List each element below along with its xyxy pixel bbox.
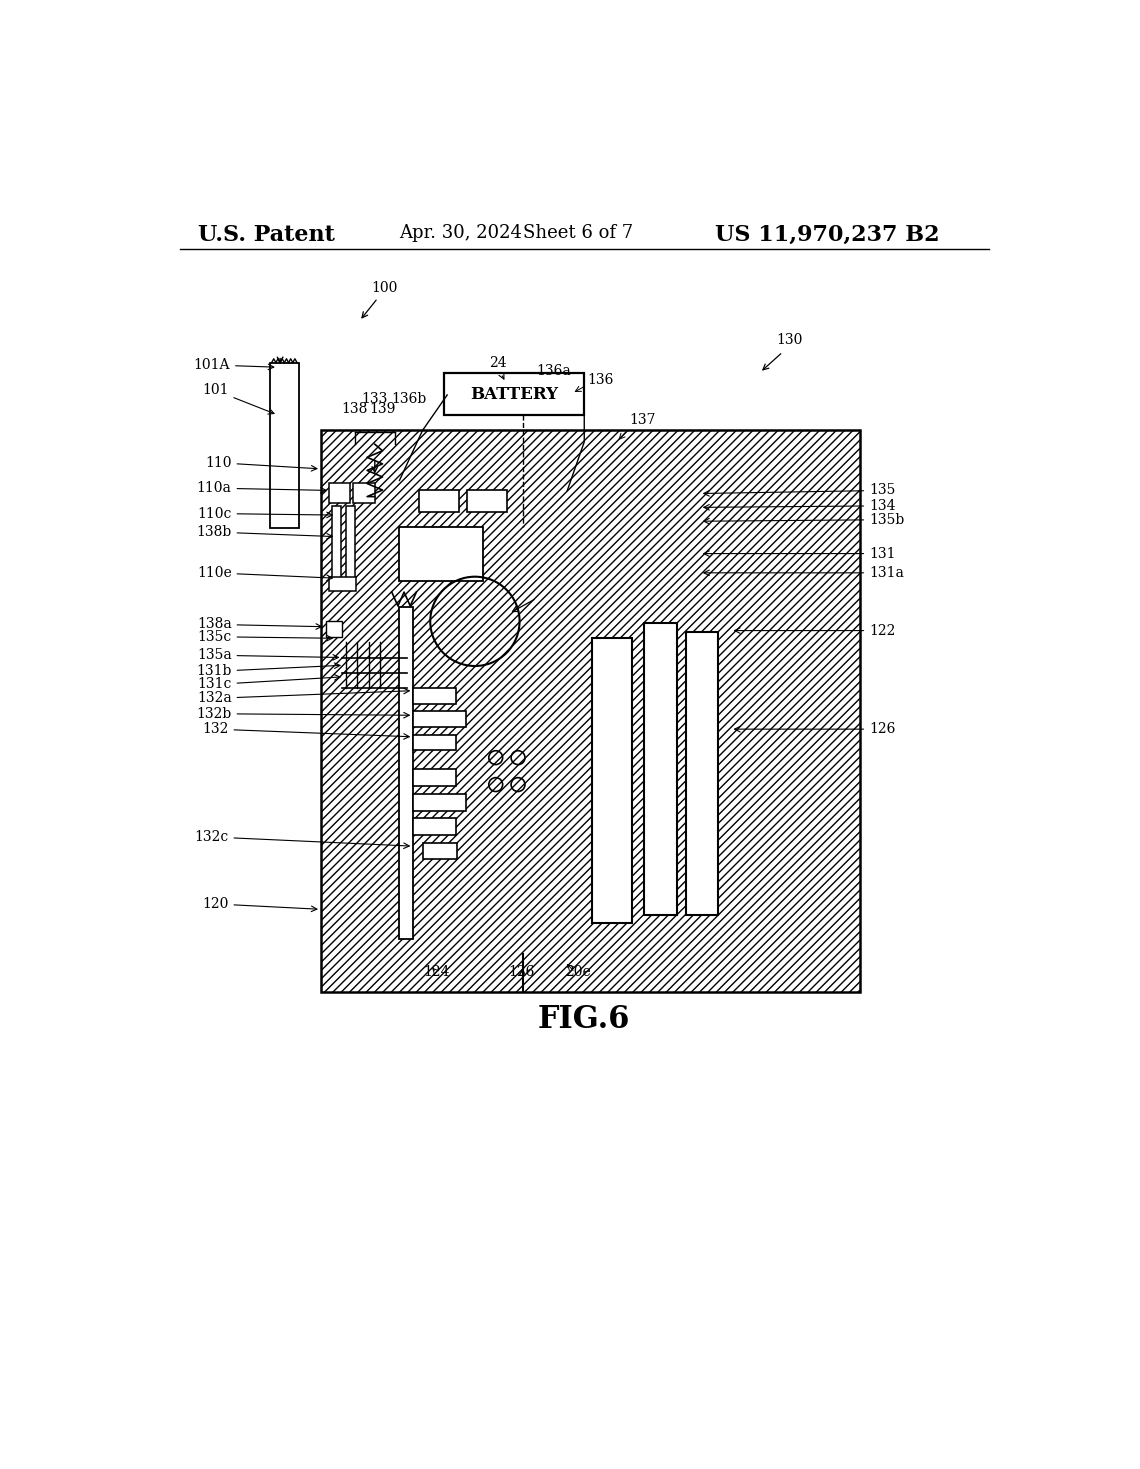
Bar [467, 491, 507, 513]
Text: 139: 139 [369, 403, 396, 416]
Bar [270, 363, 300, 529]
Text: 132b: 132b [196, 707, 409, 721]
Text: 132c: 132c [194, 830, 409, 849]
Bar [326, 621, 342, 636]
Text: Apr. 30, 2024: Apr. 30, 2024 [399, 223, 522, 242]
Bar [686, 632, 718, 915]
Bar [414, 818, 456, 836]
Text: FIG.6: FIG.6 [538, 1003, 630, 1036]
Text: 20e: 20e [565, 965, 591, 978]
Text: 137: 137 [629, 413, 656, 427]
Text: 110a: 110a [197, 482, 326, 495]
Bar [418, 491, 458, 513]
Text: 138: 138 [342, 403, 368, 416]
Text: Sheet 6 of 7: Sheet 6 of 7 [522, 223, 633, 242]
Bar [399, 526, 482, 580]
Bar [414, 734, 456, 751]
Text: 122: 122 [734, 623, 896, 638]
Text: U.S. Patent: U.S. Patent [197, 223, 334, 245]
Bar [399, 608, 414, 939]
Bar [321, 430, 860, 993]
Text: 110: 110 [205, 455, 317, 472]
Bar [328, 577, 356, 591]
Text: 136b: 136b [391, 392, 426, 405]
Text: 101A: 101A [194, 358, 274, 372]
Text: US 11,970,237 B2: US 11,970,237 B2 [715, 223, 939, 245]
Bar [445, 373, 584, 414]
Text: 126: 126 [734, 723, 896, 736]
Text: 131b: 131b [196, 663, 340, 679]
Bar [414, 689, 456, 704]
Bar [353, 483, 375, 502]
Text: 130: 130 [776, 333, 803, 347]
Text: 100: 100 [370, 281, 397, 295]
Text: 110e: 110e [197, 566, 332, 580]
Text: 110c: 110c [197, 507, 332, 520]
Text: 131: 131 [703, 546, 896, 561]
Text: 24: 24 [489, 357, 507, 370]
Text: 138b: 138b [196, 524, 332, 539]
Bar [592, 638, 632, 923]
Bar [644, 623, 677, 915]
Text: 126: 126 [508, 965, 535, 978]
Bar [332, 505, 341, 579]
Text: 135: 135 [703, 483, 896, 498]
Text: 133: 133 [361, 392, 388, 405]
Text: BATTERY: BATTERY [470, 386, 559, 403]
Bar [328, 483, 350, 502]
Text: 131a: 131a [703, 566, 904, 580]
Text: 132a: 132a [197, 689, 409, 705]
Text: 120: 120 [202, 898, 317, 912]
Bar [345, 505, 355, 579]
Text: 132: 132 [202, 723, 409, 739]
Text: 135b: 135b [703, 513, 904, 527]
Text: 136: 136 [587, 373, 613, 388]
Bar [423, 843, 457, 858]
Text: 131c: 131c [197, 674, 340, 692]
Bar [414, 793, 465, 811]
Text: 124: 124 [423, 965, 449, 978]
Text: 134: 134 [703, 499, 896, 513]
Text: 101: 101 [202, 383, 274, 414]
Text: 136a: 136a [536, 364, 571, 378]
Text: 138a: 138a [197, 617, 321, 632]
Text: 135c: 135c [197, 630, 332, 643]
Bar [414, 770, 456, 786]
Text: 135a: 135a [197, 648, 339, 663]
Bar [414, 711, 465, 727]
